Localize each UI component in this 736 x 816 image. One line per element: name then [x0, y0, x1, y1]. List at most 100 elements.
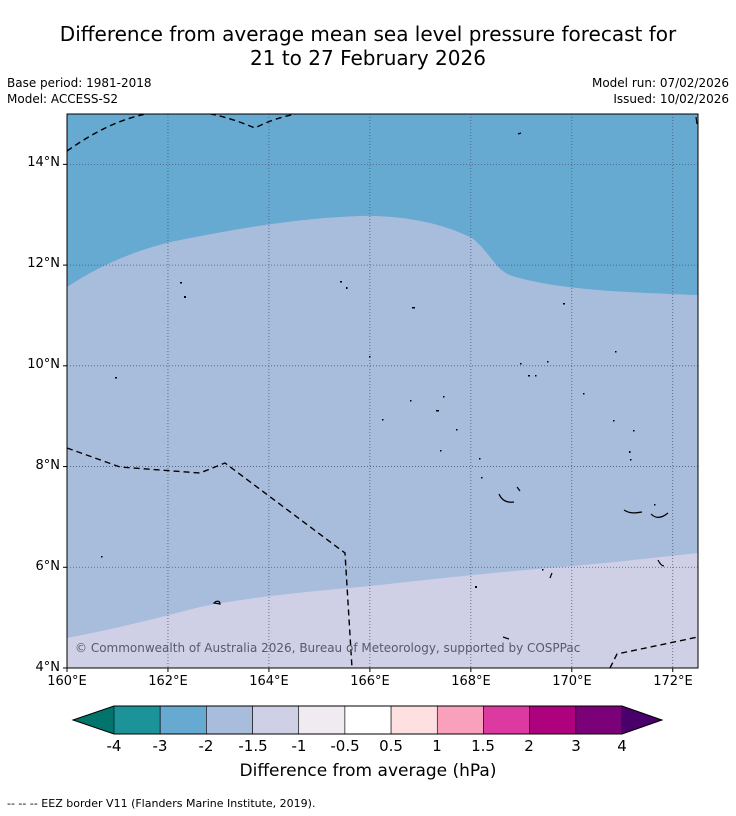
model-run: Model run: 07/02/2026 — [591, 76, 729, 90]
lon-label-170e: 170°E — [552, 674, 592, 689]
island — [101, 556, 103, 558]
island — [382, 419, 384, 421]
island — [517, 132, 522, 135]
colorbar-segment — [159, 705, 207, 735]
island — [615, 351, 617, 353]
meta-right: Model run: 07/02/2026 Issued: 10/02/2026 — [592, 75, 729, 107]
island — [443, 396, 445, 398]
colorbar-tick: 2 — [524, 737, 534, 755]
island — [498, 493, 515, 503]
colorbar-segment — [575, 705, 623, 735]
colorbar-tick: 1 — [432, 737, 442, 755]
axis-ticks — [63, 163, 674, 672]
colorbar-segments — [113, 705, 623, 735]
colorbar — [71, 705, 664, 735]
colorbar-segment — [344, 705, 392, 735]
eez-borders — [67, 114, 698, 668]
region-minus-1 — [67, 553, 698, 668]
island — [479, 458, 481, 460]
lat-label-14n: 14°N — [27, 155, 60, 170]
issued-date: Issued: 10/02/2026 — [613, 92, 729, 106]
colorbar-tick: 1.5 — [471, 737, 495, 755]
island — [502, 636, 510, 640]
colorbar-tick: -2 — [198, 737, 214, 755]
copyright-notice: © Commonwealth of Australia 2026, Bureau… — [75, 641, 581, 655]
colorbar-segment — [483, 705, 530, 735]
colorbar-tick: 4 — [617, 737, 627, 755]
island — [481, 477, 483, 479]
island — [456, 429, 458, 431]
lat-label-8n: 8°N — [35, 458, 61, 473]
lat-label-6n: 6°N — [35, 559, 61, 574]
colorbar-under-arrow — [73, 706, 114, 734]
base-period: Base period: 1981-2018 — [7, 76, 152, 90]
eez-border-north — [207, 114, 299, 129]
title-line-1: Difference from average mean sea level p… — [59, 22, 677, 46]
island — [547, 361, 549, 363]
island — [436, 410, 439, 412]
island — [410, 400, 412, 402]
island — [695, 116, 698, 125]
eez-border-north-west — [67, 114, 149, 152]
eez-border-south-east — [609, 636, 698, 668]
island — [629, 451, 631, 453]
map-plot-area — [67, 114, 698, 668]
island — [516, 486, 521, 492]
colorbar-segment — [206, 705, 253, 735]
lon-label-164e: 164°E — [249, 674, 289, 689]
colorbar-tick: -4 — [106, 737, 122, 755]
colorbar-over-arrow — [622, 706, 662, 734]
lon-label-160e: 160°E — [47, 674, 87, 689]
colorbar-segment — [252, 705, 300, 735]
lon-label-172e: 172°E — [653, 674, 693, 689]
island — [630, 459, 632, 461]
colorbar-outline — [71, 705, 664, 735]
island — [563, 303, 565, 305]
island — [583, 393, 585, 395]
colorbar-tick: -1 — [291, 737, 307, 755]
island-dots — [101, 281, 656, 588]
meta-left: Base period: 1981-2018 Model: ACCESS-S2 — [7, 75, 152, 107]
lat-label-4n: 4°N — [35, 660, 61, 675]
gridlines — [67, 114, 698, 668]
colorbar-segment — [113, 705, 161, 735]
island — [535, 375, 537, 377]
island — [520, 363, 522, 365]
island — [650, 512, 669, 518]
island — [180, 282, 182, 284]
model-name: Model: ACCESS-S2 — [7, 92, 119, 106]
colorbar-tick: 0.5 — [379, 737, 403, 755]
island — [549, 572, 553, 579]
title-line-2: 21 to 27 February 2026 — [250, 46, 486, 70]
island — [475, 586, 477, 588]
region-minus-1-5 — [67, 215, 698, 668]
island — [623, 509, 643, 514]
colorbar-segment — [390, 705, 438, 735]
map-frame — [66, 113, 699, 669]
colorbar-tick: 3 — [571, 737, 581, 755]
island — [633, 430, 635, 432]
colorbar-label: Difference from average (hPa) — [239, 761, 497, 781]
chart-title: Difference from average mean sea level p… — [0, 22, 736, 70]
lat-label-10n: 10°N — [27, 357, 60, 372]
island — [657, 559, 665, 567]
island — [212, 600, 221, 605]
eez-footnote: -- -- -- EEZ border V11 (Flanders Marine… — [7, 797, 316, 810]
island — [440, 450, 442, 452]
colorbar-tick: -3 — [152, 737, 168, 755]
lat-label-12n: 12°N — [27, 256, 60, 271]
island — [115, 377, 117, 379]
island — [412, 307, 415, 309]
colorbar-tick: -1.5 — [238, 737, 268, 755]
island — [654, 504, 656, 506]
island — [528, 375, 530, 377]
island — [340, 281, 342, 283]
island — [346, 287, 348, 289]
lon-label-166e: 166°E — [350, 674, 390, 689]
colorbar-segment — [436, 705, 484, 735]
lon-label-168e: 168°E — [451, 674, 491, 689]
colorbar-segment — [298, 705, 346, 735]
eez-border-central — [67, 447, 353, 668]
island — [184, 296, 186, 298]
colorbar-segment — [529, 705, 577, 735]
